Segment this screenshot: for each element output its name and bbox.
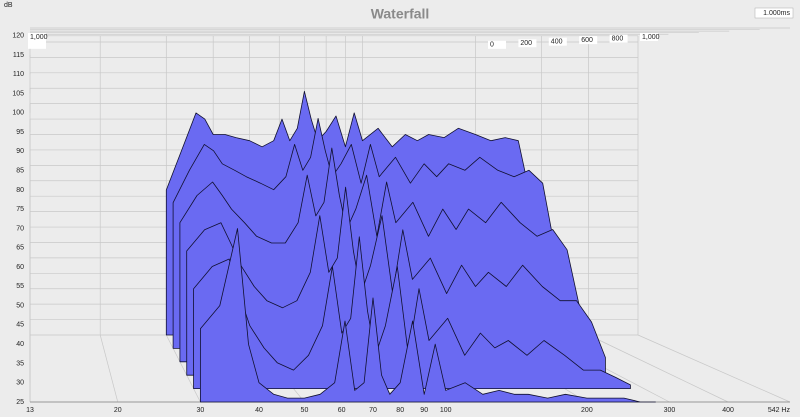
y-tick-label: 70: [16, 225, 24, 232]
y-tick-label: 45: [16, 322, 24, 329]
z-tick-label: 1,000: [30, 34, 48, 41]
x-tick-label: 80: [396, 407, 404, 414]
x-tick-label: 90: [420, 407, 428, 414]
y-tick-label: 85: [16, 168, 24, 175]
y-tick-label: 100: [12, 110, 24, 117]
z-tick-box: [548, 37, 567, 46]
y-axis-label: dB: [4, 2, 13, 9]
y-tick-label: 60: [16, 264, 24, 271]
x-tick-label: 60: [338, 407, 346, 414]
y-tick-label: 95: [16, 129, 24, 136]
x-tick-label: 100: [440, 407, 452, 414]
y-tick-label: 55: [16, 283, 24, 290]
x-tick-label: 542 Hz: [768, 407, 791, 414]
grid-line: [165, 334, 201, 403]
x-tick-label: 200: [581, 407, 593, 414]
waterfall-slice: [199, 228, 656, 403]
z-tick-box: [640, 33, 658, 41]
y-tick-label: 30: [16, 380, 24, 387]
z-tick-box: [488, 40, 506, 49]
y-tick-label: 90: [16, 148, 24, 155]
y-tick-label: 75: [16, 206, 24, 213]
z-label-box: [754, 7, 794, 19]
z-tick-label: 200: [520, 40, 532, 47]
z-tick-box: [28, 33, 46, 41]
y-tick-label: 65: [16, 245, 24, 252]
z-tick-box: [518, 39, 537, 48]
y-tick-label: 110: [13, 71, 24, 78]
grid-line: [99, 334, 119, 403]
x-tick-label: 30: [196, 407, 204, 414]
z-tick-label: 1,000: [642, 34, 660, 41]
z-tick-label: 600: [581, 37, 593, 44]
y-tick-label: 120: [12, 33, 24, 40]
z-tick-label: 400: [551, 39, 563, 46]
chart-title: Waterfall: [371, 6, 430, 22]
z-tick-label: 800: [612, 35, 624, 42]
y-tick-label: 80: [16, 187, 24, 194]
x-tick-label: 300: [664, 407, 676, 414]
z-axis-label: 1.000ms: [763, 10, 790, 17]
y-tick-label: 115: [13, 52, 24, 59]
x-tick-label: 400: [722, 407, 734, 414]
y-tick-label: 40: [16, 341, 24, 348]
z-tick-box: [609, 34, 628, 43]
x-tick-label: 13: [26, 407, 34, 414]
y-tick-label: 25: [16, 399, 24, 406]
y-tick-label: 50: [16, 302, 24, 309]
y-tick-label: 105: [12, 90, 24, 97]
labels: 25 30 35 40 45 50 55 60 65 70 75 80 85 90 95 100 105 110 1…: [12, 33, 790, 414]
x-tick-label: 50: [301, 407, 309, 414]
x-tick-label: 70: [369, 407, 377, 414]
x-tick-label: 40: [255, 407, 263, 414]
y-tick-label: 35: [16, 360, 24, 367]
z-tick-label: 0: [490, 42, 494, 49]
grid-line: [637, 334, 791, 403]
grid-line: [588, 334, 729, 403]
x-tick-label: 20: [114, 407, 122, 414]
slices: [165, 90, 656, 403]
z-tick-box: [579, 36, 598, 45]
